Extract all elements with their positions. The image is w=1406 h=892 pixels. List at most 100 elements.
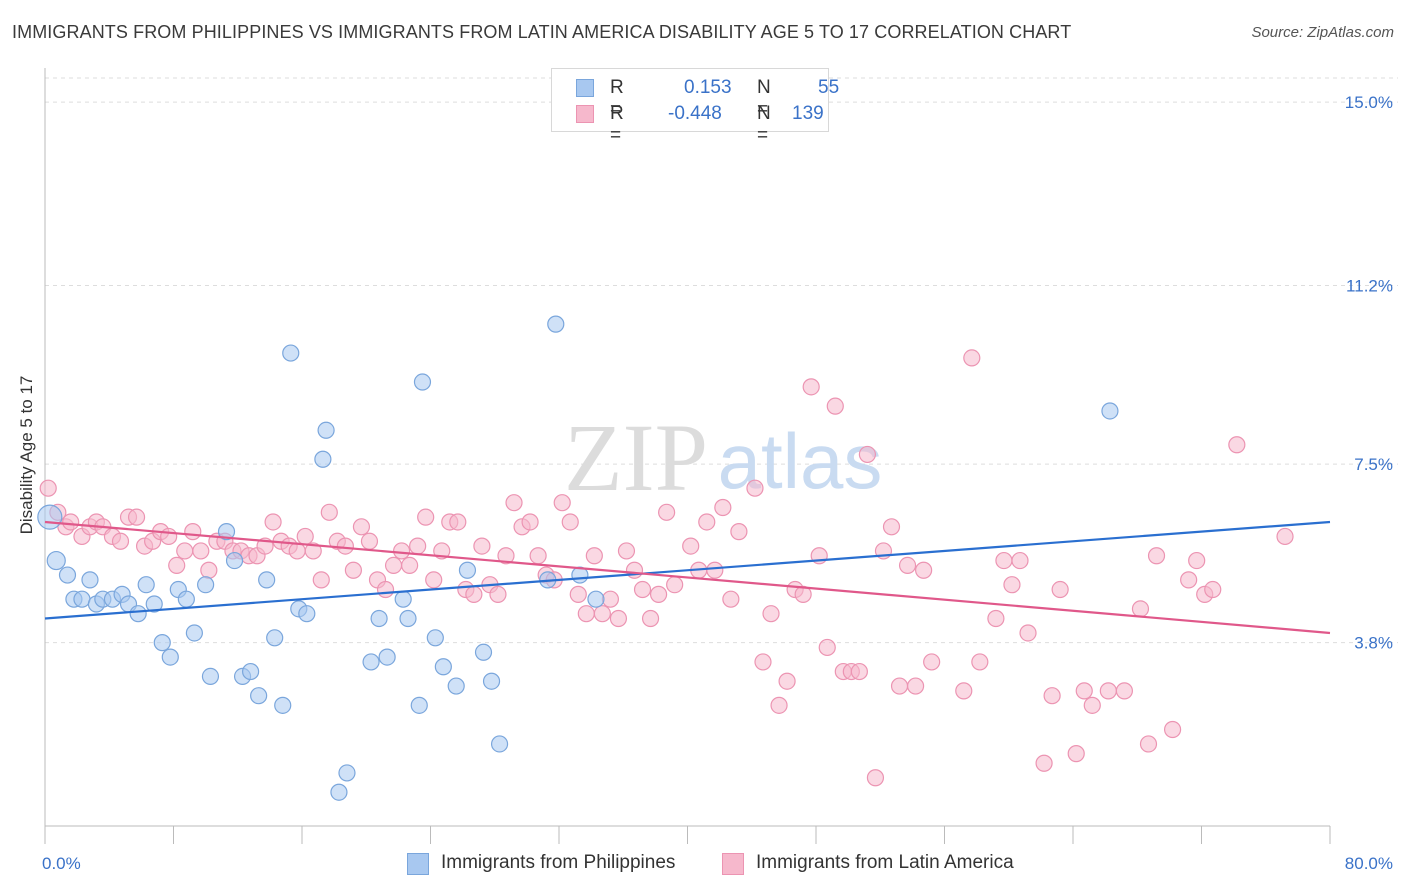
latin-america-point bbox=[682, 537, 700, 555]
stats-legend: R = 0.153 N = 55 R = -0.448 N = 139 bbox=[551, 68, 839, 146]
latin-america-point bbox=[1115, 682, 1134, 700]
latin-america-point bbox=[489, 585, 507, 603]
latin-america-point bbox=[1131, 600, 1150, 618]
latin-america-point bbox=[1083, 696, 1101, 714]
latin-america-point bbox=[465, 585, 483, 603]
latin-america-point bbox=[963, 349, 981, 367]
philippines-point bbox=[274, 696, 292, 714]
latin-america-point bbox=[802, 378, 820, 396]
latin-america-point bbox=[160, 527, 178, 546]
latin-america-swatch bbox=[576, 105, 594, 123]
latin-america-point bbox=[39, 479, 57, 497]
philippines-point bbox=[58, 566, 77, 584]
latin-america-point bbox=[762, 605, 780, 623]
latin-america-point bbox=[401, 556, 419, 575]
latin-america-point bbox=[312, 571, 330, 589]
latin-america-point bbox=[184, 523, 202, 541]
chart-title: IMMIGRANTS FROM PHILIPPINES VS IMMIGRANT… bbox=[12, 22, 1072, 42]
latin-america-point bbox=[1011, 551, 1029, 570]
latin-america-point bbox=[609, 609, 628, 628]
latin-america-point bbox=[1051, 580, 1069, 599]
latin-america-point bbox=[818, 638, 836, 657]
latin-america-point bbox=[1019, 624, 1037, 642]
latin-america-point bbox=[168, 556, 186, 575]
latin-america-point bbox=[336, 537, 354, 555]
philippines-point bbox=[1101, 402, 1119, 420]
latin-america-point bbox=[898, 556, 917, 575]
r-label: R = bbox=[610, 103, 624, 146]
philippines-point bbox=[145, 595, 163, 613]
latin-america-point bbox=[698, 513, 716, 531]
philippines-point bbox=[413, 373, 432, 391]
latin-america-point bbox=[392, 542, 411, 560]
latin-america-point bbox=[746, 479, 764, 497]
philippines-point bbox=[338, 764, 356, 782]
latin-america-point bbox=[1180, 571, 1198, 589]
philippines-point bbox=[378, 648, 396, 666]
philippines-point bbox=[37, 504, 63, 530]
philippines-point bbox=[225, 551, 244, 570]
latin-america-trend-line bbox=[44, 520, 1331, 635]
latin-america-point bbox=[1188, 551, 1206, 570]
philippines-point bbox=[258, 571, 276, 589]
philippines-point bbox=[447, 677, 465, 695]
latin-america-point bbox=[1035, 754, 1053, 772]
latin-america-point bbox=[1043, 687, 1061, 705]
philippines-r-value: 0.153 bbox=[684, 77, 732, 98]
philippines-trend-line bbox=[44, 520, 1331, 620]
latin-america-point bbox=[449, 513, 467, 531]
latin-america-point bbox=[754, 653, 772, 671]
philippines-point bbox=[370, 609, 388, 628]
axes bbox=[44, 68, 1331, 844]
latin-america-n-value: 139 bbox=[792, 103, 824, 124]
x-tick-label: 80.0% bbox=[1345, 854, 1393, 873]
y-tick-label: 11.2% bbox=[1346, 277, 1393, 296]
latin-america-point bbox=[200, 561, 218, 579]
philippines-point bbox=[330, 783, 348, 801]
latin-america-point bbox=[176, 542, 194, 560]
philippines-point bbox=[410, 696, 428, 714]
philippines-point bbox=[317, 421, 335, 439]
watermark: ZIP atlas bbox=[564, 404, 882, 511]
latin-america-point bbox=[352, 518, 371, 536]
r-label: R = bbox=[610, 77, 624, 120]
philippines-point bbox=[201, 667, 220, 686]
philippines-point bbox=[242, 662, 260, 681]
philippines-point bbox=[250, 687, 268, 705]
philippines-point bbox=[282, 344, 300, 362]
trend-lines bbox=[44, 520, 1331, 635]
latin-america-point bbox=[1228, 436, 1246, 454]
philippines-point bbox=[161, 648, 179, 666]
latin-america-point bbox=[649, 585, 668, 603]
philippines-point bbox=[266, 629, 284, 647]
watermark-atlas: atlas bbox=[718, 417, 883, 505]
latin-america-point bbox=[906, 677, 925, 695]
philippines-legend-label: Immigrants from Philippines bbox=[441, 852, 676, 873]
latin-america-point bbox=[1204, 580, 1222, 599]
latin-america-point bbox=[850, 662, 868, 681]
latin-america-point bbox=[866, 769, 885, 787]
source-label: Source: ZipAtlas.com bbox=[1251, 24, 1394, 41]
latin-america-point bbox=[473, 537, 491, 555]
philippines-point bbox=[73, 590, 91, 608]
latin-america-point bbox=[409, 537, 427, 555]
latin-america-point bbox=[730, 523, 748, 541]
latin-america-point bbox=[666, 576, 684, 594]
latin-america-point bbox=[1139, 735, 1158, 753]
philippines-point bbox=[129, 605, 147, 623]
y-tick-label: 3.8% bbox=[1354, 634, 1393, 653]
philippines-point bbox=[587, 590, 605, 608]
latin-america-point bbox=[915, 561, 933, 579]
latin-america-point bbox=[625, 561, 644, 579]
philippines-point bbox=[314, 450, 332, 468]
latin-america-point bbox=[641, 609, 660, 628]
philippines-point bbox=[185, 624, 203, 642]
latin-america-point bbox=[633, 580, 652, 599]
latin-america-point bbox=[826, 397, 844, 415]
latin-america-point bbox=[296, 527, 314, 546]
philippines-point bbox=[474, 643, 493, 661]
latin-america-point bbox=[714, 498, 732, 517]
x-tick-label: 0.0% bbox=[42, 854, 81, 873]
latin-america-point bbox=[497, 547, 515, 565]
philippines-point bbox=[482, 672, 501, 690]
